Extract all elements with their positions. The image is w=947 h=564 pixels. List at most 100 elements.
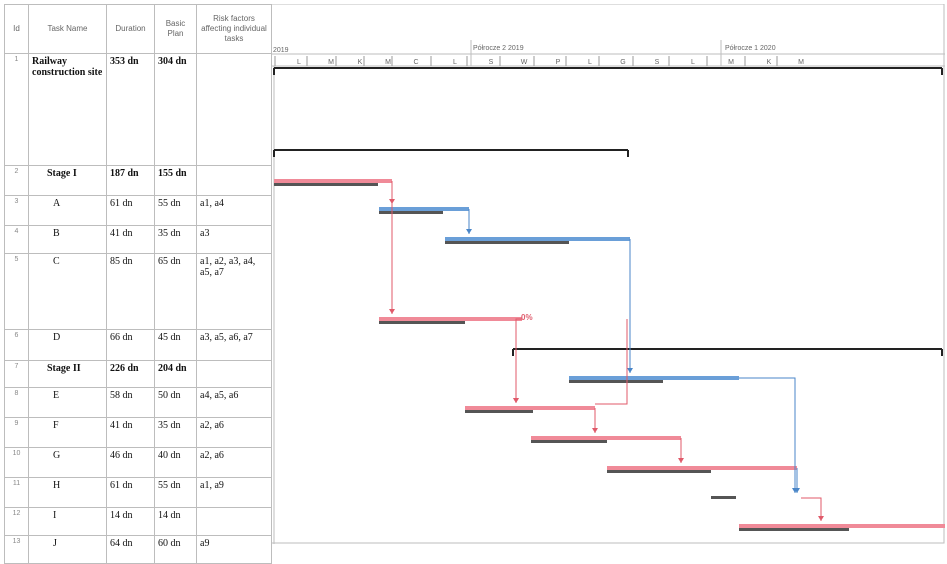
task-basic-plan[interactable]: 40 dn bbox=[154, 447, 197, 478]
baseline-bar-h bbox=[607, 470, 711, 473]
task-risk-factors[interactable] bbox=[196, 53, 272, 166]
task-duration[interactable]: 41 dn bbox=[106, 225, 155, 254]
task-name[interactable]: F bbox=[28, 417, 107, 448]
task-name[interactable]: Railway construction site bbox=[28, 53, 107, 166]
task-id[interactable]: 3 bbox=[4, 195, 29, 226]
task-id[interactable]: 11 bbox=[4, 477, 29, 508]
task-name[interactable]: A bbox=[28, 195, 107, 226]
task-basic-plan[interactable]: 50 dn bbox=[154, 387, 197, 418]
task-bar-j bbox=[739, 524, 945, 528]
task-id[interactable]: 2 bbox=[4, 165, 29, 196]
task-basic-plan[interactable]: 45 dn bbox=[154, 329, 197, 361]
task-id[interactable]: 6 bbox=[4, 329, 29, 361]
table-row[interactable]: 7 Stage II 226 dn 204 dn bbox=[4, 360, 272, 388]
task-name[interactable]: E bbox=[28, 387, 107, 418]
chart-frame bbox=[271, 4, 945, 544]
table-row[interactable]: 2 Stage I 187 dn 155 dn bbox=[4, 165, 272, 196]
task-id[interactable]: 7 bbox=[4, 360, 29, 388]
month-label: W bbox=[521, 59, 528, 66]
baseline-bar-g bbox=[531, 440, 607, 443]
task-bar-f bbox=[465, 406, 595, 410]
task-name[interactable]: Stage II bbox=[28, 360, 107, 388]
task-basic-plan[interactable]: 14 dn bbox=[154, 507, 197, 536]
task-id[interactable]: 12 bbox=[4, 507, 29, 536]
task-risk-factors[interactable] bbox=[196, 165, 272, 196]
month-label: G bbox=[620, 59, 625, 66]
link-d-f2 bbox=[515, 318, 522, 403]
task-basic-plan[interactable]: 60 dn bbox=[154, 535, 197, 564]
task-duration[interactable]: 64 dn bbox=[106, 535, 155, 564]
task-name[interactable]: H bbox=[28, 477, 107, 508]
task-risk-factors[interactable]: a2, a6 bbox=[196, 447, 272, 478]
col-header-risk-factors[interactable]: Risk factors affecting individual tasks bbox=[196, 4, 272, 54]
task-basic-plan[interactable]: 55 dn bbox=[154, 195, 197, 226]
task-risk-factors[interactable]: a3, a5, a6, a7 bbox=[196, 329, 272, 361]
table-row[interactable]: 5 C 85 dn 65 dn a1, a2, a3, a4, a5, a7 bbox=[4, 253, 272, 330]
col-header-id[interactable]: Id bbox=[4, 4, 29, 54]
task-risk-factors[interactable]: a1, a9 bbox=[196, 477, 272, 508]
timeline-period-label: 2019 bbox=[273, 47, 289, 54]
task-duration[interactable]: 353 dn bbox=[106, 53, 155, 166]
task-duration[interactable]: 58 dn bbox=[106, 387, 155, 418]
table-row[interactable]: 11 H 61 dn 55 dn a1, a9 bbox=[4, 477, 272, 508]
month-label: K bbox=[358, 59, 363, 66]
table-row[interactable]: 4 B 41 dn 35 dn a3 bbox=[4, 225, 272, 254]
task-risk-factors[interactable]: a2, a6 bbox=[196, 417, 272, 448]
task-id[interactable]: 13 bbox=[4, 535, 29, 564]
task-name[interactable]: G bbox=[28, 447, 107, 478]
task-id[interactable]: 10 bbox=[4, 447, 29, 478]
task-name[interactable]: D bbox=[28, 329, 107, 361]
task-basic-plan[interactable]: 65 dn bbox=[154, 253, 197, 330]
task-duration[interactable]: 46 dn bbox=[106, 447, 155, 478]
task-basic-plan[interactable]: 304 dn bbox=[154, 53, 197, 166]
task-id[interactable]: 9 bbox=[4, 417, 29, 448]
col-header-task-name[interactable]: Task Name bbox=[28, 4, 107, 54]
task-duration[interactable]: 61 dn bbox=[106, 477, 155, 508]
timeline-period-label: Półrocze 2 2019 bbox=[473, 45, 524, 52]
task-risk-factors[interactable]: a1, a4 bbox=[196, 195, 272, 226]
task-risk-factors[interactable]: a1, a2, a3, a4, a5, a7 bbox=[196, 253, 272, 330]
task-id[interactable]: 8 bbox=[4, 387, 29, 418]
task-basic-plan[interactable]: 55 dn bbox=[154, 477, 197, 508]
baseline-bar-f bbox=[465, 410, 533, 413]
task-basic-plan[interactable]: 155 dn bbox=[154, 165, 197, 196]
task-name[interactable]: C bbox=[28, 253, 107, 330]
table-row[interactable]: 1 Railway construction site 353 dn 304 dn bbox=[4, 53, 272, 166]
task-name[interactable]: I bbox=[28, 507, 107, 536]
month-label: M bbox=[328, 59, 334, 66]
table-row[interactable]: 9 F 41 dn 35 dn a2, a6 bbox=[4, 417, 272, 448]
table-row[interactable]: 13 J 64 dn 60 dn a9 bbox=[4, 535, 272, 564]
task-basic-plan[interactable]: 204 dn bbox=[154, 360, 197, 388]
task-risk-factors[interactable]: a4, a5, a6 bbox=[196, 387, 272, 418]
task-duration[interactable]: 41 dn bbox=[106, 417, 155, 448]
col-header-duration[interactable]: Duration bbox=[106, 4, 155, 54]
task-id[interactable]: 5 bbox=[4, 253, 29, 330]
task-id[interactable]: 1 bbox=[4, 53, 29, 166]
task-duration[interactable]: 85 dn bbox=[106, 253, 155, 330]
task-risk-factors[interactable] bbox=[196, 507, 272, 536]
task-basic-plan[interactable]: 35 dn bbox=[154, 225, 197, 254]
task-name[interactable]: B bbox=[28, 225, 107, 254]
task-basic-plan[interactable]: 35 dn bbox=[154, 417, 197, 448]
task-duration[interactable]: 187 dn bbox=[106, 165, 155, 196]
task-name[interactable]: J bbox=[28, 535, 107, 564]
task-duration[interactable]: 66 dn bbox=[106, 329, 155, 361]
table-row[interactable]: 8 E 58 dn 50 dn a4, a5, a6 bbox=[4, 387, 272, 418]
table-row[interactable]: 10 G 46 dn 40 dn a2, a6 bbox=[4, 447, 272, 478]
table-row[interactable]: 6 D 66 dn 45 dn a3, a5, a6, a7 bbox=[4, 329, 272, 361]
progress-annotation: 0% bbox=[521, 313, 533, 322]
task-duration[interactable]: 226 dn bbox=[106, 360, 155, 388]
table-row[interactable]: 12 I 14 dn 14 dn bbox=[4, 507, 272, 536]
task-risk-factors[interactable] bbox=[196, 360, 272, 388]
baseline-bar-a bbox=[274, 183, 378, 186]
month-label: S bbox=[655, 59, 660, 66]
baseline-bar-j bbox=[739, 528, 849, 531]
task-risk-factors[interactable]: a3 bbox=[196, 225, 272, 254]
task-name[interactable]: Stage I bbox=[28, 165, 107, 196]
table-row[interactable]: 3 A 61 dn 55 dn a1, a4 bbox=[4, 195, 272, 226]
col-header-basic-plan[interactable]: Basic Plan bbox=[154, 4, 197, 54]
task-duration[interactable]: 61 dn bbox=[106, 195, 155, 226]
task-id[interactable]: 4 bbox=[4, 225, 29, 254]
task-risk-factors[interactable]: a9 bbox=[196, 535, 272, 564]
task-duration[interactable]: 14 dn bbox=[106, 507, 155, 536]
